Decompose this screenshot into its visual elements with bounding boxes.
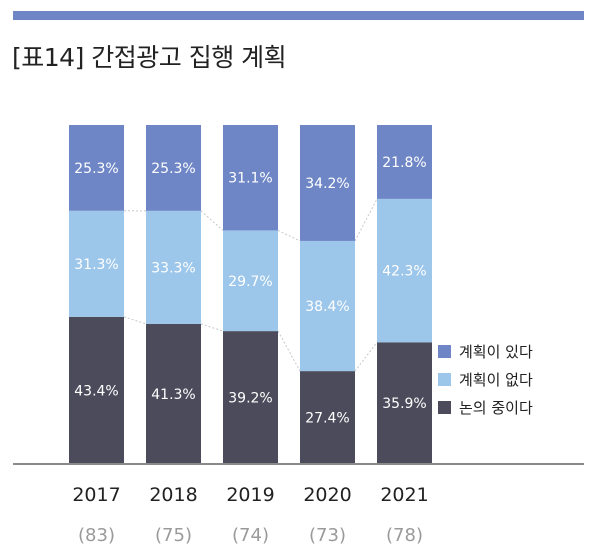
x-tick-label-2021: 2021 xyxy=(380,484,428,506)
connector-line xyxy=(200,323,224,332)
data-label-plan-no-2019: 29.7% xyxy=(228,274,272,290)
bar-segment-plan-no-2017 xyxy=(69,210,124,317)
bar-segment-discussing-2018 xyxy=(146,323,201,464)
connector-line xyxy=(123,316,147,325)
bar-segment-plan-yes-2017 xyxy=(69,125,124,211)
connector-line xyxy=(354,341,378,372)
bar-segment-plan-no-2020 xyxy=(300,240,355,372)
data-label-discussing-2017: 43.4% xyxy=(74,383,118,399)
legend-swatch-plan-yes xyxy=(438,345,451,358)
data-label-plan-no-2020: 38.4% xyxy=(305,299,349,315)
connector-line xyxy=(277,229,301,242)
bar-segment-discussing-2019 xyxy=(223,331,278,464)
x-tick-label-2019: 2019 xyxy=(226,484,274,506)
bar-segment-plan-no-2019 xyxy=(223,230,278,332)
sample-size-label-2019: (74) xyxy=(232,525,269,546)
bar-segment-plan-no-2021 xyxy=(377,198,432,343)
bar-segment-discussing-2020 xyxy=(300,371,355,464)
data-label-plan-no-2017: 31.3% xyxy=(74,257,118,273)
data-label-plan-yes-2018: 25.3% xyxy=(151,161,195,177)
sample-size-label-2020: (73) xyxy=(309,525,346,546)
x-tick-label-2017: 2017 xyxy=(72,484,120,506)
bar-segment-discussing-2017 xyxy=(69,316,124,464)
sample-size-label-2017: (83) xyxy=(78,525,115,546)
legend-label-discussing: 논의 중이다 xyxy=(459,399,533,417)
sample-size-label-2018: (75) xyxy=(155,525,192,546)
title-accent-bar xyxy=(13,11,584,20)
data-label-discussing-2021: 35.9% xyxy=(382,396,426,412)
x-tick-label-2020: 2020 xyxy=(303,484,351,506)
legend-swatch-discussing xyxy=(438,401,451,414)
data-label-discussing-2018: 41.3% xyxy=(151,387,195,403)
bar-segment-plan-no-2018 xyxy=(146,210,201,324)
data-label-plan-yes-2017: 25.3% xyxy=(74,161,118,177)
bar-segment-discussing-2021 xyxy=(377,342,432,464)
connector-line xyxy=(200,210,224,231)
data-label-plan-no-2018: 33.3% xyxy=(151,260,195,276)
bar-segment-plan-yes-2020 xyxy=(300,125,355,241)
data-label-plan-no-2021: 42.3% xyxy=(382,264,426,280)
bar-segment-plan-yes-2019 xyxy=(223,125,278,231)
x-tick-label-2018: 2018 xyxy=(149,484,197,506)
chart-title: [표14] 간접광고 집행 계획 xyxy=(12,43,287,72)
data-label-plan-yes-2021: 21.8% xyxy=(382,155,426,171)
connector-line xyxy=(354,198,378,242)
data-label-discussing-2020: 27.4% xyxy=(305,411,349,427)
connector-line xyxy=(277,330,301,372)
legend-swatch-plan-no xyxy=(438,373,451,386)
sample-size-label-2021: (78) xyxy=(386,525,423,546)
legend-label-plan-no: 계획이 없다 xyxy=(459,371,533,389)
data-label-plan-yes-2019: 31.1% xyxy=(228,171,272,187)
legend-label-plan-yes: 계획이 있다 xyxy=(459,343,533,361)
data-label-plan-yes-2020: 34.2% xyxy=(305,176,349,192)
data-label-discussing-2019: 39.2% xyxy=(228,391,272,407)
bar-segment-plan-yes-2021 xyxy=(377,125,432,199)
bar-segment-plan-yes-2018 xyxy=(146,125,201,211)
